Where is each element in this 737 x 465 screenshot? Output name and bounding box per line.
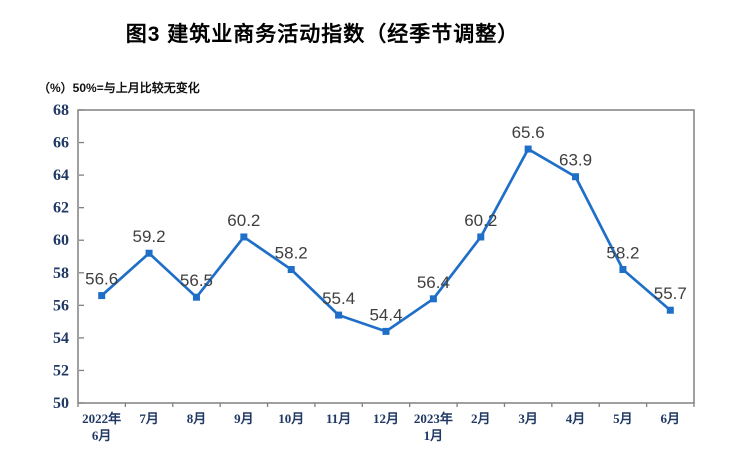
axis-unit-note: （%）50%=与上月比较无变化 xyxy=(38,81,200,95)
data-label: 56.4 xyxy=(417,273,450,292)
y-tick-label: 56 xyxy=(53,297,69,314)
x-tick-label: 5月 xyxy=(613,411,633,426)
data-label: 56.6 xyxy=(85,270,118,289)
x-tick-label: 2月 xyxy=(471,411,491,426)
data-label: 58.2 xyxy=(606,244,639,263)
x-tick-label: 7月 xyxy=(139,411,159,426)
data-label: 55.4 xyxy=(322,289,355,308)
data-point-marker xyxy=(382,327,390,335)
data-label: 54.4 xyxy=(369,305,402,324)
data-point-marker xyxy=(572,173,580,181)
data-point-marker xyxy=(666,306,674,314)
x-tick-label: 6月 xyxy=(92,428,112,443)
data-label: 58.2 xyxy=(275,244,308,263)
data-label: 60.2 xyxy=(227,211,260,230)
x-tick-label: 12月 xyxy=(373,411,399,426)
y-tick-label: 58 xyxy=(53,265,69,282)
data-point-marker xyxy=(429,295,437,303)
chart-title: 图3 建筑业商务活动指数（经季节调整） xyxy=(125,23,520,46)
data-label: 63.9 xyxy=(559,151,592,170)
data-label: 59.2 xyxy=(133,227,166,246)
data-label: 55.7 xyxy=(654,284,687,303)
data-point-marker xyxy=(240,233,248,241)
y-tick-label: 50 xyxy=(53,395,69,412)
x-tick-label: 6月 xyxy=(661,411,681,426)
y-tick-label: 60 xyxy=(53,232,69,249)
data-point-marker xyxy=(619,266,627,274)
x-tick-label: 1月 xyxy=(424,428,444,443)
data-point-marker xyxy=(145,249,153,257)
y-tick-label: 66 xyxy=(53,135,69,152)
data-point-marker xyxy=(335,311,343,319)
x-tick-label: 4月 xyxy=(566,411,586,426)
y-tick-label: 52 xyxy=(53,362,69,379)
data-label: 60.2 xyxy=(464,211,497,230)
x-tick-label: 10月 xyxy=(278,411,304,426)
y-tick-label: 68 xyxy=(53,102,69,119)
data-label: 65.6 xyxy=(512,123,545,142)
data-point-marker xyxy=(192,293,200,301)
x-tick-label: 9月 xyxy=(234,411,254,426)
y-tick-label: 54 xyxy=(53,330,69,347)
plot-frame xyxy=(77,109,695,404)
y-tick-label: 62 xyxy=(53,200,69,217)
series-line xyxy=(100,147,672,333)
data-point-marker xyxy=(477,233,485,241)
data-point-marker xyxy=(98,292,106,300)
y-tick-label: 64 xyxy=(53,167,69,184)
x-tick-label: 2023年 xyxy=(414,411,453,426)
x-tick-label: 8月 xyxy=(187,411,207,426)
x-tick-label: 3月 xyxy=(518,411,538,426)
data-label: 56.5 xyxy=(180,271,213,290)
x-tick-label: 2022年 xyxy=(82,411,121,426)
data-point-marker xyxy=(287,266,295,274)
x-tick-label: 11月 xyxy=(326,411,351,426)
data-point-marker xyxy=(524,145,532,153)
